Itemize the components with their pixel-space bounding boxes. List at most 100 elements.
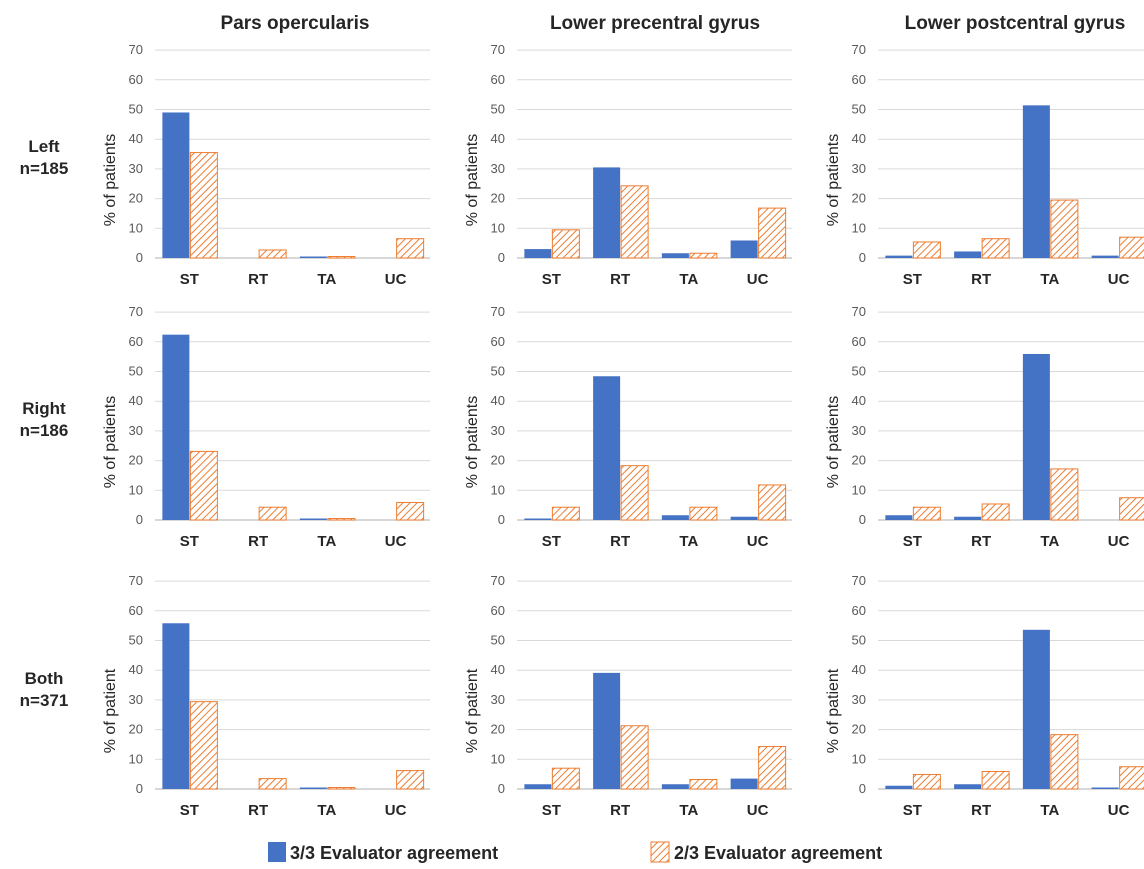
y-axis-label-right-lower-precentral-gyrus: % of patients <box>464 396 481 489</box>
x-tick-label-both-lower-postcentral-gyrus-ta: TA <box>1040 802 1059 819</box>
y-tick-label-right-lower-postcentral-gyrus: 10 <box>852 482 866 497</box>
bar-3of3-right-lower-postcentral-gyrus-ta <box>1022 353 1050 520</box>
y-tick-label-right-lower-postcentral-gyrus: 20 <box>852 453 866 468</box>
bar-2of3-both-pars-opercularis-st <box>189 701 218 790</box>
x-tick-label-right-lower-precentral-gyrus-st: ST <box>542 533 561 550</box>
y-tick-label-both-lower-postcentral-gyrus: 70 <box>852 573 866 588</box>
y-tick-label-both-lower-postcentral-gyrus: 20 <box>852 722 866 737</box>
y-tick-label-right-lower-precentral-gyrus: 60 <box>491 334 505 349</box>
row-label-both: Both <box>25 669 64 688</box>
bar-3of3-right-lower-precentral-gyrus-st <box>524 518 552 520</box>
x-tick-label-left-lower-postcentral-gyrus-st: ST <box>903 271 922 288</box>
bar-2of3-both-lower-precentral-gyrus-rt <box>620 725 649 790</box>
row-label-left-n: n=185 <box>20 159 69 178</box>
x-tick-label-right-lower-postcentral-gyrus-st: ST <box>903 533 922 550</box>
bar-3of3-both-lower-postcentral-gyrus-ta <box>1022 629 1050 789</box>
y-tick-label-both-pars-opercularis: 70 <box>129 573 143 588</box>
bar-3of3-right-lower-postcentral-gyrus-rt <box>954 516 982 520</box>
bar-2of3-right-lower-postcentral-gyrus-ta <box>1050 468 1079 521</box>
y-tick-label-left-pars-opercularis: 30 <box>129 161 143 176</box>
bar-3of3-left-lower-postcentral-gyrus-st <box>885 255 913 258</box>
x-tick-label-both-pars-opercularis-rt: RT <box>248 802 268 819</box>
bar-3of3-left-pars-opercularis-st <box>162 112 190 258</box>
y-tick-label-right-lower-precentral-gyrus: 50 <box>491 364 505 379</box>
bar-2of3-left-lower-precentral-gyrus-rt <box>620 185 649 259</box>
bar-3of3-both-lower-precentral-gyrus-uc <box>730 778 758 789</box>
bar-2of3-right-lower-precentral-gyrus-uc <box>758 484 787 521</box>
y-tick-label-right-lower-postcentral-gyrus: 60 <box>852 334 866 349</box>
y-tick-label-right-lower-precentral-gyrus: 70 <box>491 304 505 319</box>
x-tick-label-right-lower-postcentral-gyrus-rt: RT <box>971 533 991 550</box>
y-tick-label-left-lower-postcentral-gyrus: 0 <box>859 250 866 265</box>
y-tick-label-both-pars-opercularis: 60 <box>129 603 143 618</box>
bar-2of3-right-pars-opercularis-rt <box>258 506 287 521</box>
bar-2of3-left-lower-postcentral-gyrus-rt <box>981 238 1010 259</box>
y-tick-label-left-lower-precentral-gyrus: 30 <box>491 161 505 176</box>
y-tick-label-right-pars-opercularis: 30 <box>129 423 143 438</box>
bar-3of3-left-lower-postcentral-gyrus-uc <box>1091 255 1119 258</box>
bar-2of3-both-lower-postcentral-gyrus-uc <box>1119 766 1144 790</box>
y-tick-label-both-lower-postcentral-gyrus: 60 <box>852 603 866 618</box>
y-tick-label-right-pars-opercularis: 0 <box>136 512 143 527</box>
legend-label-2of3: 2/3 Evaluator agreement <box>674 843 882 863</box>
y-tick-label-both-lower-precentral-gyrus: 40 <box>491 662 505 677</box>
y-tick-label-right-pars-opercularis: 20 <box>129 453 143 468</box>
y-tick-label-left-lower-postcentral-gyrus: 70 <box>852 42 866 57</box>
y-tick-label-left-lower-precentral-gyrus: 70 <box>491 42 505 57</box>
y-axis-label-both-lower-postcentral-gyrus: % of patient <box>825 668 842 753</box>
chart-panels: 0 10 20 30 40 50 60 70 % of patients ST RT TA UC 0 10 2… <box>102 42 1144 819</box>
y-tick-label-both-lower-postcentral-gyrus: 30 <box>852 692 866 707</box>
y-tick-label-both-pars-opercularis: 0 <box>136 781 143 796</box>
bar-2of3-right-lower-precentral-gyrus-st <box>551 506 580 521</box>
column-title-lower-precentral-gyrus: Lower precentral gyrus <box>550 13 760 34</box>
y-tick-label-right-lower-postcentral-gyrus: 70 <box>852 304 866 319</box>
x-tick-label-right-pars-opercularis-rt: RT <box>248 533 268 550</box>
x-tick-label-both-lower-precentral-gyrus-rt: RT <box>610 802 630 819</box>
bar-3of3-right-pars-opercularis-ta <box>299 518 327 520</box>
y-tick-label-left-lower-precentral-gyrus: 40 <box>491 131 505 146</box>
bar-2of3-both-lower-postcentral-gyrus-rt <box>981 770 1010 790</box>
bar-3of3-both-lower-postcentral-gyrus-rt <box>954 784 982 789</box>
y-tick-label-both-lower-precentral-gyrus: 70 <box>491 573 505 588</box>
y-tick-label-left-lower-postcentral-gyrus: 10 <box>852 220 866 235</box>
bar-2of3-right-lower-postcentral-gyrus-rt <box>981 503 1010 521</box>
bar-2of3-right-pars-opercularis-uc <box>396 501 425 521</box>
x-tick-label-left-lower-precentral-gyrus-st: ST <box>542 271 561 288</box>
x-tick-label-left-lower-precentral-gyrus-uc: UC <box>747 271 769 288</box>
bar-2of3-right-pars-opercularis-st <box>189 450 218 521</box>
y-tick-label-both-pars-opercularis: 20 <box>129 722 143 737</box>
bar-3of3-both-pars-opercularis-st <box>162 623 190 789</box>
y-tick-label-right-lower-precentral-gyrus: 10 <box>491 482 505 497</box>
bar-3of3-left-lower-precentral-gyrus-ta <box>661 253 689 258</box>
row-label-right: Right <box>22 399 66 418</box>
bar-2of3-left-pars-opercularis-ta <box>327 256 356 259</box>
y-tick-label-left-pars-opercularis: 20 <box>129 191 143 206</box>
y-tick-label-right-lower-postcentral-gyrus: 50 <box>852 364 866 379</box>
bar-2of3-left-lower-postcentral-gyrus-uc <box>1119 236 1144 259</box>
y-tick-label-left-lower-postcentral-gyrus: 50 <box>852 102 866 117</box>
x-tick-label-right-lower-precentral-gyrus-rt: RT <box>610 533 630 550</box>
y-axis-label-left-lower-postcentral-gyrus: % of patients <box>825 134 842 227</box>
legend-label-3of3: 3/3 Evaluator agreement <box>290 843 498 863</box>
y-tick-label-both-pars-opercularis: 50 <box>129 633 143 648</box>
bar-3of3-right-pars-opercularis-st <box>162 334 190 520</box>
column-title-pars-opercularis: Pars opercularis <box>221 13 370 34</box>
x-tick-label-both-lower-postcentral-gyrus-rt: RT <box>971 802 991 819</box>
y-tick-label-both-lower-precentral-gyrus: 20 <box>491 722 505 737</box>
y-axis-label-both-lower-precentral-gyrus: % of patient <box>464 668 481 753</box>
bar-2of3-right-lower-postcentral-gyrus-uc <box>1119 497 1144 521</box>
legend-swatch-2of3 <box>650 841 670 863</box>
bar-3of3-right-lower-precentral-gyrus-ta <box>661 515 689 520</box>
y-tick-label-right-pars-opercularis: 40 <box>129 393 143 408</box>
bar-3of3-left-lower-precentral-gyrus-uc <box>730 240 758 258</box>
bar-3of3-both-lower-precentral-gyrus-ta <box>661 784 689 789</box>
bar-3of3-left-pars-opercularis-ta <box>299 256 327 258</box>
x-tick-label-both-lower-precentral-gyrus-st: ST <box>542 802 561 819</box>
bar-3of3-both-lower-postcentral-gyrus-uc <box>1091 787 1119 789</box>
y-tick-label-both-pars-opercularis: 10 <box>129 751 143 766</box>
y-tick-label-left-pars-opercularis: 40 <box>129 131 143 146</box>
y-tick-label-both-lower-precentral-gyrus: 30 <box>491 692 505 707</box>
y-tick-label-both-lower-postcentral-gyrus: 40 <box>852 662 866 677</box>
y-tick-label-left-pars-opercularis: 70 <box>129 42 143 57</box>
